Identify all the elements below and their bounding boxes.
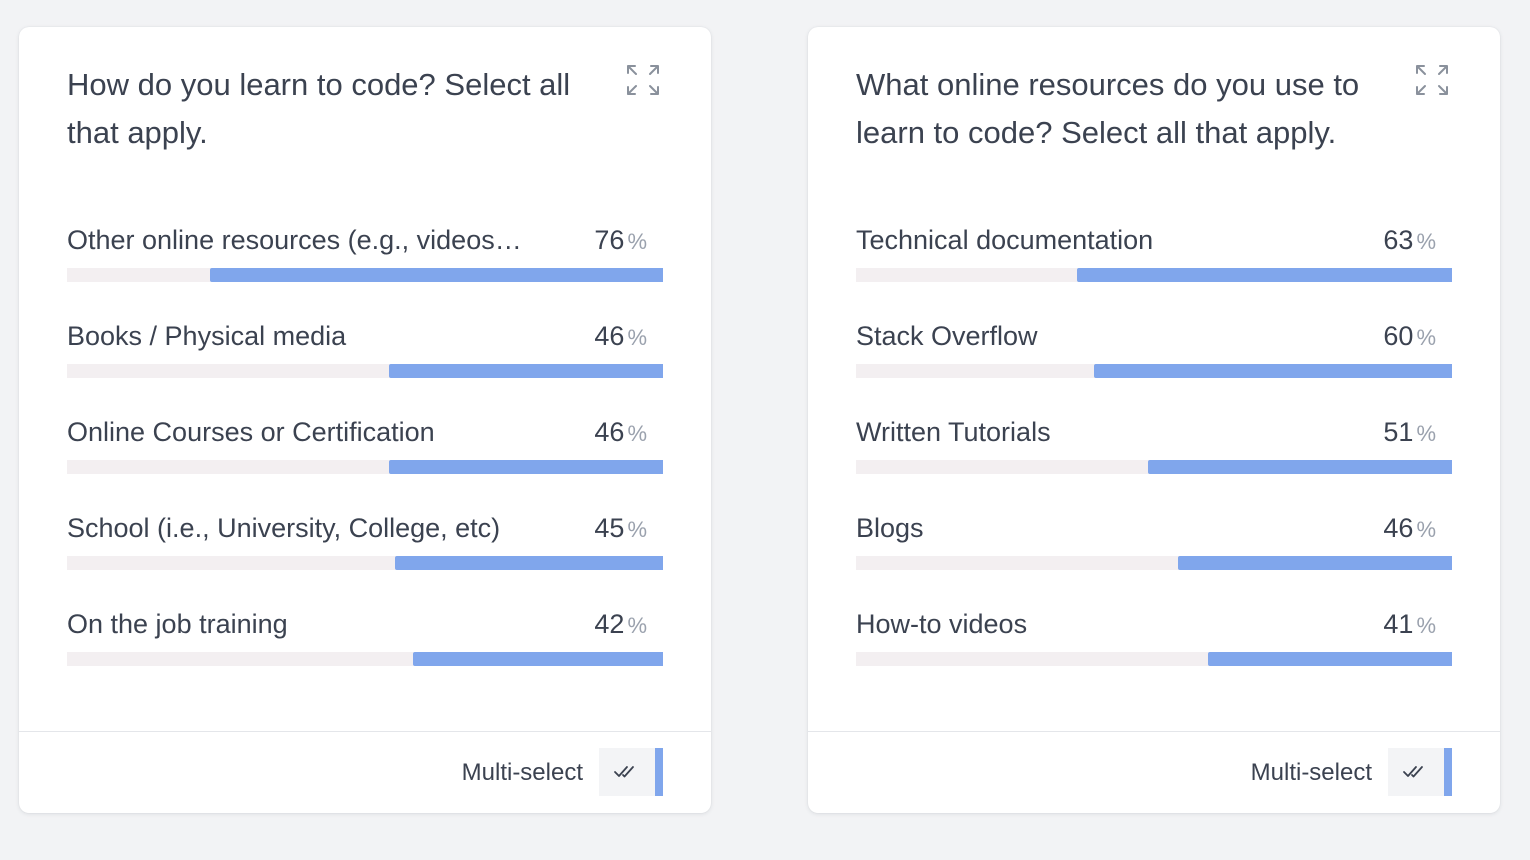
expand-icon <box>627 65 659 95</box>
bar-row: Blogs 46% <box>856 510 1452 606</box>
bar-value: 60% <box>1383 318 1436 356</box>
card-title: How do you learn to code? Select all tha… <box>67 67 571 150</box>
expand-button[interactable] <box>625 63 661 97</box>
expand-icon <box>1416 65 1448 95</box>
bar-value: 63% <box>1383 222 1436 260</box>
bar-fill <box>389 460 663 474</box>
bar-fill <box>210 268 663 282</box>
double-check-icon <box>614 766 634 778</box>
bar-fill <box>1208 652 1452 666</box>
bar-track <box>856 556 1452 570</box>
bar-row: School (i.e., University, College, etc) 4… <box>67 510 663 606</box>
bar-row: Technical documentation 63% <box>856 222 1452 318</box>
percent-sign: % <box>627 421 647 446</box>
bar-label: Other online resources (e.g., videos… <box>67 225 522 255</box>
multi-select-label: Multi-select <box>461 759 583 786</box>
bar-track <box>67 556 663 570</box>
percent-sign: % <box>1416 517 1436 542</box>
bar-label: Stack Overflow <box>856 321 1038 351</box>
bar-fill <box>395 556 663 570</box>
bar-row: Other online resources (e.g., videos… 76% <box>67 222 663 318</box>
bar-label: Blogs <box>856 513 924 543</box>
bar-value-number: 46 <box>594 321 625 351</box>
bar-fill <box>1077 268 1452 282</box>
survey-card-learn-to-code: How do you learn to code? Select all tha… <box>19 27 711 813</box>
bar-value: 45% <box>594 510 647 548</box>
card-title: What online resources do you use to lear… <box>856 67 1360 150</box>
percent-sign: % <box>627 229 647 254</box>
percent-sign: % <box>627 613 647 638</box>
bar-value-number: 41 <box>1383 609 1414 639</box>
bar-value-number: 42 <box>594 609 625 639</box>
bar-label: On the job training <box>67 609 288 639</box>
bar-row: Stack Overflow 60% <box>856 318 1452 414</box>
bar-track <box>67 652 663 666</box>
bar-value-number: 76 <box>594 225 625 255</box>
bar-value-number: 63 <box>1383 225 1414 255</box>
bar-value: 46% <box>1383 510 1436 548</box>
bar-label: School (i.e., University, College, etc) <box>67 513 501 543</box>
bar-row: On the job training 42% <box>67 606 663 702</box>
multi-select-accent <box>1444 748 1452 796</box>
bar-label: Online Courses or Certification <box>67 417 435 447</box>
bar-label: Written Tutorials <box>856 417 1051 447</box>
card-footer: Multi-select <box>808 731 1500 813</box>
bar-label: How-to videos <box>856 609 1028 639</box>
bar-track <box>856 460 1452 474</box>
bar-fill <box>1094 364 1452 378</box>
percent-sign: % <box>1416 613 1436 638</box>
bar-fill <box>413 652 663 666</box>
bar-track <box>856 268 1452 282</box>
bar-list: Technical documentation 63% Stack Overflow… <box>856 222 1452 702</box>
percent-sign: % <box>1416 421 1436 446</box>
bar-row: Written Tutorials 51% <box>856 414 1452 510</box>
bar-value: 42% <box>594 606 647 644</box>
double-check-icon <box>1403 766 1423 778</box>
bar-value: 51% <box>1383 414 1436 452</box>
bar-value: 46% <box>594 318 647 356</box>
bar-fill <box>389 364 663 378</box>
bar-fill <box>1148 460 1452 474</box>
bar-label: Technical documentation <box>856 225 1154 255</box>
bar-value-number: 45 <box>594 513 625 543</box>
bar-track <box>856 652 1452 666</box>
percent-sign: % <box>1416 325 1436 350</box>
bar-value-number: 51 <box>1383 417 1414 447</box>
multi-select-button[interactable] <box>599 748 663 796</box>
bar-track <box>67 460 663 474</box>
multi-select-label: Multi-select <box>1250 759 1372 786</box>
bar-list: Other online resources (e.g., videos… 76%… <box>67 222 663 702</box>
bar-label: Books / Physical media <box>67 321 347 351</box>
bar-row: Books / Physical media 46% <box>67 318 663 414</box>
percent-sign: % <box>627 517 647 542</box>
multi-select-button[interactable] <box>1388 748 1452 796</box>
bar-value: 41% <box>1383 606 1436 644</box>
bar-row: Online Courses or Certification 46% <box>67 414 663 510</box>
bar-value: 76% <box>594 222 647 260</box>
percent-sign: % <box>1416 229 1436 254</box>
bar-value: 46% <box>594 414 647 452</box>
bar-track <box>67 364 663 378</box>
percent-sign: % <box>627 325 647 350</box>
bar-value-number: 46 <box>1383 513 1414 543</box>
bar-fill <box>1178 556 1452 570</box>
card-footer: Multi-select <box>19 731 711 813</box>
multi-select-accent <box>655 748 663 796</box>
survey-card-online-resources: What online resources do you use to lear… <box>808 27 1500 813</box>
bar-track <box>67 268 663 282</box>
bar-value-number: 46 <box>594 417 625 447</box>
bar-track <box>856 364 1452 378</box>
bar-row: How-to videos 41% <box>856 606 1452 702</box>
bar-value-number: 60 <box>1383 321 1414 351</box>
expand-button[interactable] <box>1414 63 1450 97</box>
